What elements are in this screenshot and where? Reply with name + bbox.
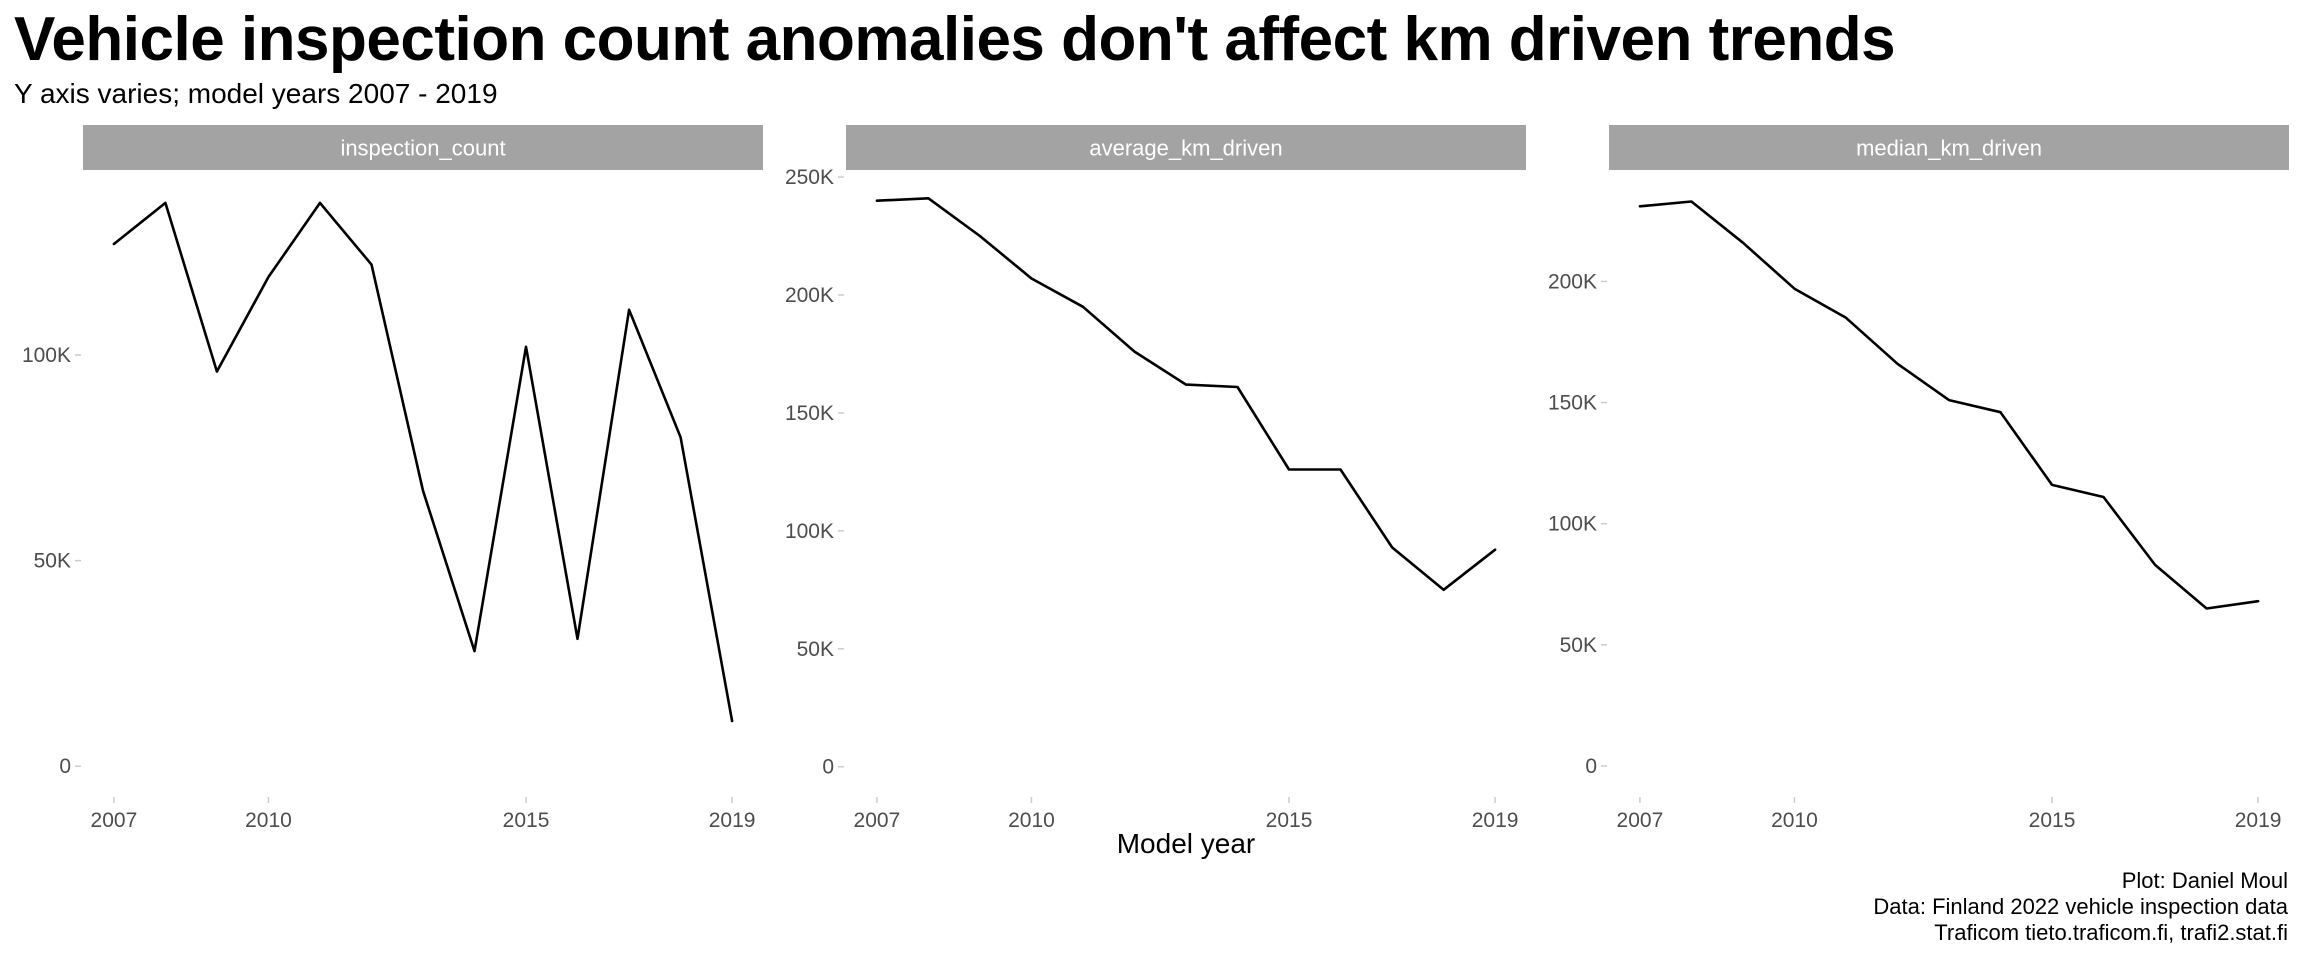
facet-strip: [1609, 125, 2289, 170]
series-line: [1638, 200, 2260, 610]
caption-author: Plot: Daniel Moul: [2121, 868, 2288, 893]
caption-data-source: Data: Finland 2022 vehicle inspection da…: [1873, 894, 2288, 919]
x-tick-label: 2010: [245, 809, 292, 832]
panel-average-km-driven: average_km_driven 0 50K 100K 150K 200K 250K 200…: [785, 125, 1526, 859]
facet-label: average_km_driven: [1089, 136, 1282, 161]
facet-strip: [846, 125, 1526, 170]
x-tick-label: 2010: [1771, 809, 1818, 832]
y-tick-label: 50K: [1560, 634, 1597, 657]
chart-subtitle: Y axis varies; model years 2007 - 2019: [14, 78, 498, 109]
x-tick-label: 2019: [709, 809, 756, 832]
y-tick-label: 100K: [1548, 513, 1597, 536]
x-tick-label: 2015: [2029, 809, 2076, 832]
y-tick-label: 0: [59, 755, 71, 778]
y-tick-label: 0: [1585, 755, 1597, 778]
x-axis-label: Model year: [1117, 828, 1256, 859]
facet-label: inspection_count: [340, 136, 505, 161]
y-tick-label: 150K: [1548, 392, 1597, 415]
x-tick-label: 2007: [91, 809, 138, 832]
y-tick-label: 50K: [797, 638, 834, 661]
panel-inspection-count: inspection_count 0 50K 100K 2007 2010 2015 2019: [22, 125, 763, 832]
x-tick-label: 2015: [503, 809, 550, 832]
y-tick-label: 50K: [34, 550, 71, 573]
y-tick-label: 100K: [22, 344, 71, 367]
series-line: [875, 197, 1497, 592]
y-tick-label: 200K: [1548, 270, 1597, 293]
x-tick-label: 2019: [1472, 809, 1519, 832]
x-tick-label: 2010: [1008, 809, 1055, 832]
x-tick-label: 2007: [854, 809, 901, 832]
x-tick-label: 2007: [1617, 809, 1664, 832]
x-tick-label: 2019: [2235, 809, 2282, 832]
y-tick-label: 200K: [785, 284, 834, 307]
facet-label: median_km_driven: [1856, 136, 2042, 161]
y-tick-label: 150K: [785, 402, 834, 425]
chart-title: Vehicle inspection count anomalies don't…: [14, 5, 1896, 74]
caption: Plot: Daniel Moul Data: Finland 2022 veh…: [1873, 868, 2288, 946]
x-tick-label: 2015: [1266, 809, 1313, 832]
y-tick-label: 100K: [785, 520, 834, 543]
facet-strip: [83, 125, 763, 170]
series-line: [112, 201, 734, 723]
caption-source-links: Traficom tieto.traficom.fi, trafi2.stat.…: [1934, 920, 2288, 945]
panel-median-km-driven: median_km_driven 0 50K 100K 150K 200K 2007 2010…: [1548, 125, 2289, 832]
y-tick-label: 0: [822, 756, 834, 779]
y-tick-label: 250K: [785, 166, 834, 189]
